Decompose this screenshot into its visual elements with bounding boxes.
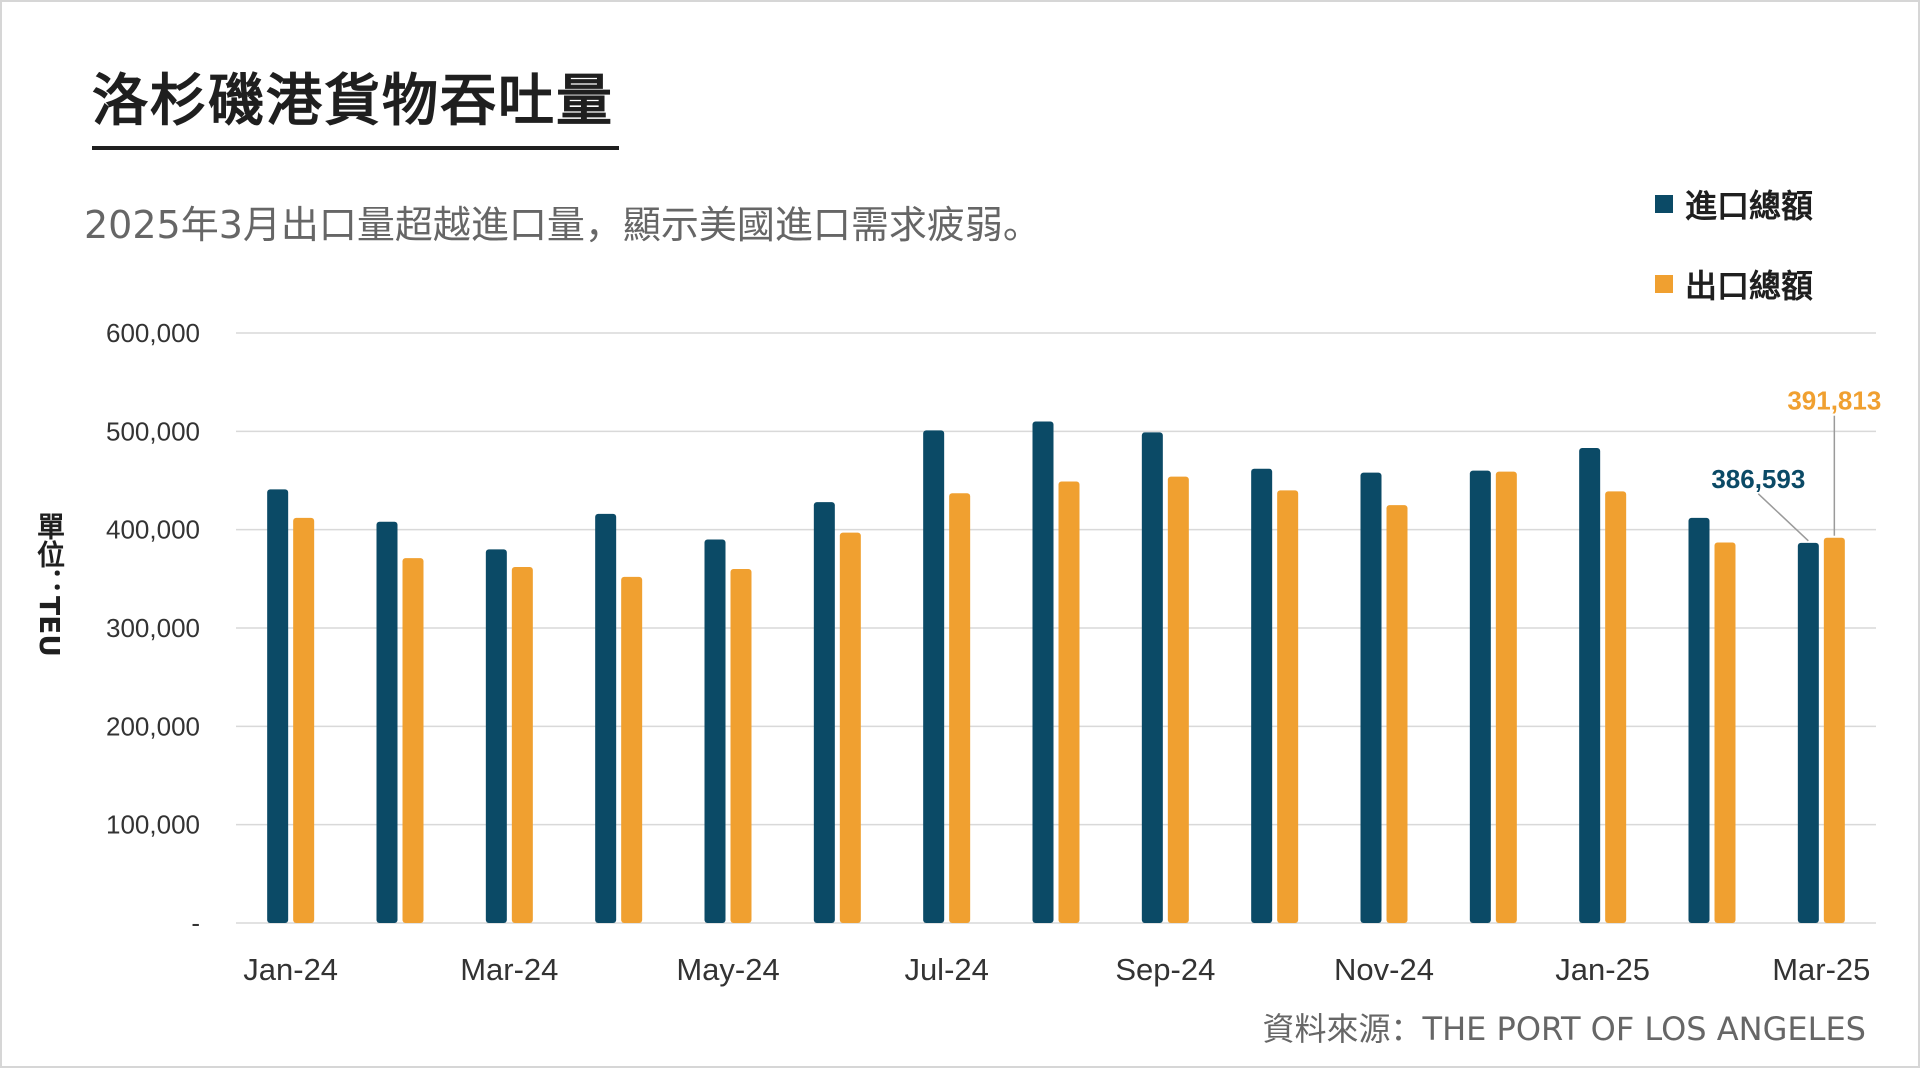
bar-imports-Feb-24 bbox=[376, 521, 398, 923]
bar-exports-Mar-25 bbox=[1823, 537, 1845, 923]
bar-exports-Jan-25 bbox=[1605, 491, 1627, 923]
title-underline bbox=[92, 146, 619, 150]
y-tick-label: - bbox=[191, 908, 200, 938]
bar-imports-Apr-24 bbox=[595, 513, 617, 923]
bars bbox=[267, 421, 1845, 923]
bar-imports-Mar-24 bbox=[485, 549, 507, 923]
legend-label-imports: 進口總額 bbox=[1685, 187, 1814, 225]
y-tick-label: 500,000 bbox=[106, 416, 200, 446]
bar-imports-Feb-25 bbox=[1688, 517, 1710, 923]
bar-exports-Apr-24 bbox=[621, 576, 643, 923]
legend-item-exports: 出口總額 bbox=[1655, 262, 1813, 306]
x-tick-label: May-24 bbox=[676, 952, 779, 987]
data-label: 391,813 bbox=[1787, 386, 1881, 416]
bar-exports-Feb-25 bbox=[1714, 542, 1736, 923]
legend-label-exports: 出口總額 bbox=[1685, 267, 1814, 305]
annotations: 386,593 391,813 bbox=[1711, 386, 1881, 542]
legend-item-imports: 進口總額 bbox=[1655, 182, 1813, 226]
x-tick-label: Mar-24 bbox=[460, 952, 558, 987]
x-tick-labels: Jan-24 Mar-24 May-24 Jul-24 Sep-24 Nov-24 Jan-… bbox=[243, 952, 1870, 987]
x-tick-label: Mar-25 bbox=[1772, 952, 1870, 987]
bar-exports-Mar-24 bbox=[511, 567, 533, 923]
bar-imports-Jan-25 bbox=[1579, 448, 1601, 923]
bar-imports-Aug-24 bbox=[1032, 421, 1054, 923]
bar-exports-May-24 bbox=[730, 569, 752, 923]
chart-subtitle: 2025年3月出口量超越進口量，顯示美國進口需求疲弱。 bbox=[84, 203, 1041, 247]
y-tick-label: 200,000 bbox=[106, 711, 200, 741]
gridlines bbox=[236, 332, 1876, 924]
bar-imports-Jan-24 bbox=[267, 489, 289, 923]
x-tick-label: Jan-24 bbox=[243, 952, 338, 987]
bar-imports-Jul-24 bbox=[923, 430, 945, 923]
y-tick-label: 600,000 bbox=[106, 318, 200, 348]
y-tick-label: 400,000 bbox=[106, 515, 200, 545]
bar-exports-Jul-24 bbox=[949, 493, 971, 923]
data-label: 386,593 bbox=[1711, 464, 1805, 494]
bar-imports-Oct-24 bbox=[1251, 468, 1273, 923]
legend-swatch-exports bbox=[1655, 275, 1673, 293]
bar-exports-Aug-24 bbox=[1058, 481, 1080, 923]
bar-imports-Dec-24 bbox=[1469, 470, 1491, 923]
bar-exports-Sep-24 bbox=[1167, 476, 1189, 923]
y-axis-label: 單位：TEU bbox=[33, 512, 66, 657]
bar-exports-Jan-24 bbox=[293, 517, 315, 923]
annotation-leader bbox=[1757, 493, 1809, 542]
bar-exports-Feb-24 bbox=[402, 558, 424, 923]
x-tick-label: Jul-24 bbox=[904, 952, 988, 987]
x-tick-label: Jan-25 bbox=[1555, 952, 1650, 987]
bar-exports-Oct-24 bbox=[1277, 490, 1299, 923]
bar-imports-Jun-24 bbox=[813, 502, 835, 923]
legend: 進口總額 出口總額 bbox=[1655, 182, 1813, 342]
y-tick-labels: - 100,000 200,000 300,000 400,000 500,000 600,… bbox=[106, 318, 200, 938]
bar-imports-Nov-24 bbox=[1360, 472, 1382, 923]
chart-title: 洛杉磯港貨物吞吐量 bbox=[92, 69, 614, 134]
x-tick-label: Sep-24 bbox=[1115, 952, 1215, 987]
bar-exports-Nov-24 bbox=[1386, 505, 1408, 923]
legend-swatch-imports bbox=[1655, 195, 1673, 213]
bar-imports-Sep-24 bbox=[1141, 432, 1163, 923]
bar-exports-Dec-24 bbox=[1495, 471, 1517, 923]
source-note: 資料來源：THE PORT OF LOS ANGELES bbox=[1262, 1010, 1866, 1048]
y-tick-label: 100,000 bbox=[106, 810, 200, 840]
y-tick-label: 300,000 bbox=[106, 613, 200, 643]
bar-imports-May-24 bbox=[704, 539, 726, 923]
bar-imports-Mar-25 bbox=[1797, 542, 1819, 923]
bar-exports-Jun-24 bbox=[839, 532, 861, 923]
x-tick-label: Nov-24 bbox=[1334, 952, 1434, 987]
